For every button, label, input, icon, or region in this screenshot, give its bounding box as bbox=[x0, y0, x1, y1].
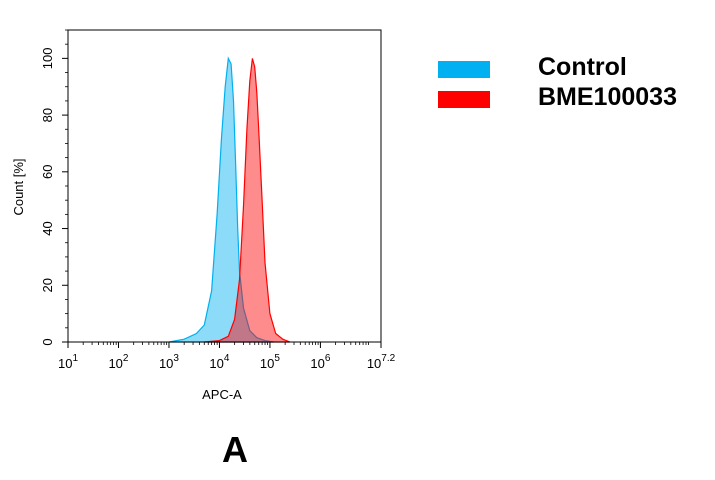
x-tick-label: 105 bbox=[260, 353, 280, 371]
y-axis-minor-ticks bbox=[65, 29, 68, 329]
legend-swatch-bme100033 bbox=[438, 91, 490, 108]
x-axis-minor-ticks bbox=[82, 342, 369, 345]
legend-item-control: Control bbox=[438, 52, 708, 82]
x-tick-label: 104 bbox=[209, 353, 229, 371]
series-area-control bbox=[168, 56, 274, 343]
x-tick-label: 103 bbox=[159, 353, 179, 371]
x-axis-ticks: 101 102 103 104 105 106 107.2 bbox=[58, 342, 396, 371]
y-tick-label: 60 bbox=[40, 165, 55, 179]
y-tick-label: 0 bbox=[40, 338, 55, 345]
y-axis-title: Count [%] bbox=[11, 158, 26, 215]
y-tick-label: 40 bbox=[40, 221, 55, 235]
legend-label-control: Control bbox=[538, 53, 627, 81]
legend: Control BME100033 bbox=[438, 52, 708, 112]
y-tick-label: 100 bbox=[40, 48, 55, 70]
y-axis-ticks: 0 20 40 60 80 100 bbox=[40, 48, 68, 346]
histogram-areas bbox=[168, 56, 291, 343]
x-axis-title: APC-A bbox=[202, 387, 242, 402]
y-tick-label: 80 bbox=[40, 108, 55, 122]
x-tick-label: 101 bbox=[58, 353, 78, 371]
legend-item-bme100033: BME100033 bbox=[438, 82, 708, 112]
legend-label-bme100033: BME100033 bbox=[538, 83, 677, 111]
series-area-bme100033 bbox=[204, 58, 291, 343]
x-tick-label: 102 bbox=[108, 353, 128, 371]
x-tick-label: 107.2 bbox=[367, 353, 396, 371]
y-tick-label: 20 bbox=[40, 278, 55, 292]
x-tick-label: 106 bbox=[310, 353, 330, 371]
legend-swatch-control bbox=[438, 61, 490, 78]
panel-label: A bbox=[222, 429, 248, 470]
